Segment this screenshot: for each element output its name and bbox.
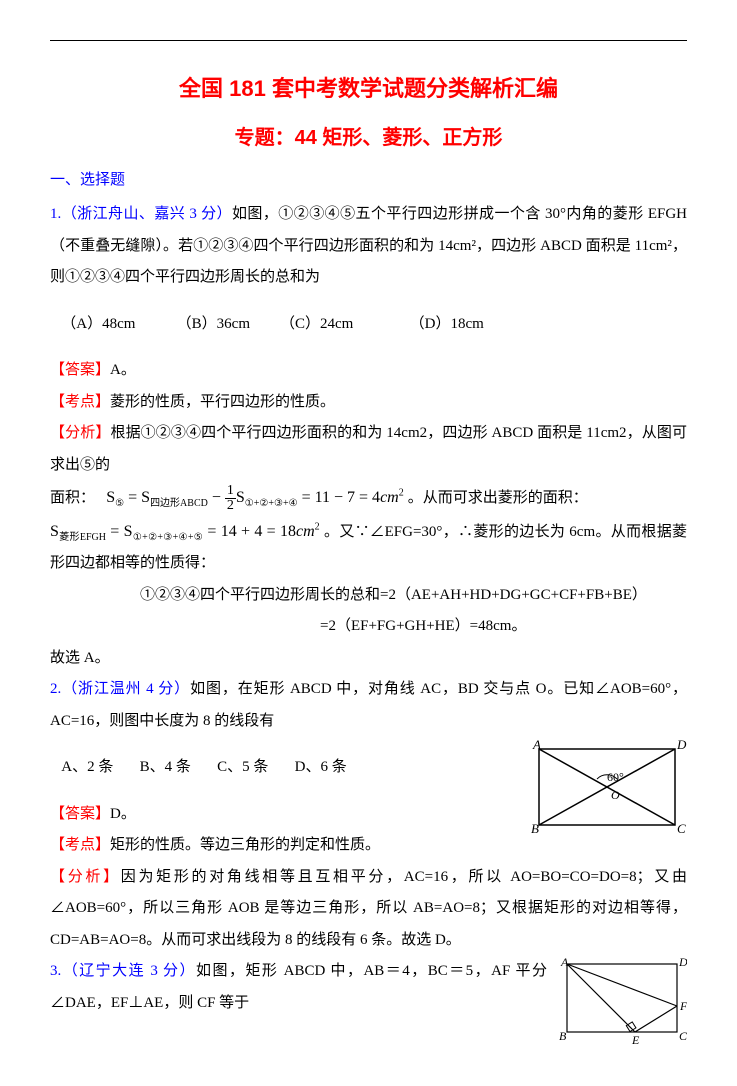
analysis-label: 【分析】 — [50, 869, 121, 885]
q1-optA: （A）48cm — [61, 309, 135, 341]
point-text: 菱形的性质，平行四边形的性质。 — [110, 394, 335, 410]
q1-formula2: S菱形EFGH = S①+②+③+④+⑤ = 14 + 4 = 18cm2 。又… — [50, 515, 687, 580]
svg-text:B: B — [531, 821, 539, 836]
point-label: 【考点】 — [50, 837, 110, 853]
svg-text:O: O — [611, 788, 620, 802]
answer-text: D。 — [110, 806, 136, 822]
formula-1: S⑤ = S四边形ABCD − 12S①+②+③+④ = 11 − 7 = 4c… — [106, 489, 407, 506]
q2-optB: B、4 条 — [140, 752, 191, 784]
point-text: 矩形的性质。等边三角形的判定和性质。 — [110, 837, 380, 853]
svg-text:E: E — [631, 1033, 640, 1046]
q2-body: 2.（浙江温州 4 分）如图，在矩形 ABCD 中，对角线 AC，BD 交与点 … — [50, 674, 687, 737]
answer-text: A。 — [110, 362, 136, 378]
answer-label: 【答案】 — [50, 806, 110, 822]
q1-an2: 。从而可求出菱形的面积： — [408, 490, 588, 506]
q2-optD: D、6 条 — [295, 752, 347, 784]
svg-text:A: A — [532, 737, 541, 752]
q1-answer: 【答案】A。 — [50, 355, 687, 387]
analysis-text: 因为矩形的对角线相等且互相平分，AC=16，所以 AO=BO=CO=DO=8；又… — [50, 869, 687, 948]
q1-optC: （C）24cm — [280, 309, 353, 341]
q1-an6: 故选 A。 — [50, 643, 687, 675]
q1-optD: （D）18cm — [410, 309, 484, 341]
svg-text:C: C — [679, 1029, 687, 1043]
analysis-text1: 根据①②③④四个平行四边形面积的和为 14cm2，四边形 ABCD 面积是 11… — [50, 425, 687, 473]
sub-title: 专题：44 矩形、菱形、正方形 — [50, 121, 687, 150]
svg-text:D: D — [678, 956, 687, 969]
answer-label: 【答案】 — [50, 362, 110, 378]
q1-an4: ①②③④四个平行四边形周长的总和=2（AE+AH+HD+DG+GC+CF+FB+… — [50, 580, 687, 612]
main-title: 全国 181 套中考数学试题分类解析汇编 — [50, 71, 687, 103]
svg-text:60°: 60° — [607, 770, 624, 784]
svg-text:F: F — [679, 999, 687, 1013]
q2-figure: A D B C O 60° — [527, 737, 687, 837]
formula-2: S菱形EFGH = S①+②+③+④+⑤ = 14 + 4 = 18cm2 — [50, 523, 324, 540]
svg-text:A: A — [560, 956, 569, 969]
svg-text:D: D — [676, 737, 687, 752]
top-rule — [50, 40, 687, 41]
q1-an1b: 面积： — [50, 490, 95, 506]
q1-an5: =2（EF+FG+GH+HE）=48cm。 — [50, 611, 687, 643]
q1-options: （A）48cm （B）36cm （C）24cm （D）18cm — [50, 309, 687, 341]
q2-optC: C、5 条 — [217, 752, 268, 784]
point-label: 【考点】 — [50, 394, 110, 410]
analysis-label: 【分析】 — [50, 425, 110, 441]
q1-point: 【考点】菱形的性质，平行四边形的性质。 — [50, 387, 687, 419]
q1-body: 1.（浙江舟山、嘉兴 3 分）如图，①②③④⑤五个平行四边形拼成一个含 30°内… — [50, 199, 687, 294]
q3-figure: A D B C E F — [557, 956, 687, 1046]
svg-text:B: B — [559, 1029, 567, 1043]
q1-lead: 1.（浙江舟山、嘉兴 3 分） — [50, 206, 232, 222]
section-heading: 一、选择题 — [50, 168, 687, 189]
q3-lead: 3.（辽宁大连 3 分） — [50, 963, 196, 979]
q1-optB: （B）36cm — [177, 309, 250, 341]
q1-formula1: 面积： S⑤ = S四边形ABCD − 12S①+②+③+④ = 11 − 7 … — [50, 481, 687, 515]
q1-analysis-1: 【分析】根据①②③④四个平行四边形面积的和为 14cm2，四边形 ABCD 面积… — [50, 418, 687, 481]
q2-optA: A、2 条 — [61, 752, 113, 784]
q2-lead: 2.（浙江温州 4 分） — [50, 681, 190, 697]
svg-text:C: C — [677, 821, 686, 836]
q2-analysis: 【分析】因为矩形的对角线相等且互相平分，AC=16，所以 AO=BO=CO=DO… — [50, 862, 687, 957]
